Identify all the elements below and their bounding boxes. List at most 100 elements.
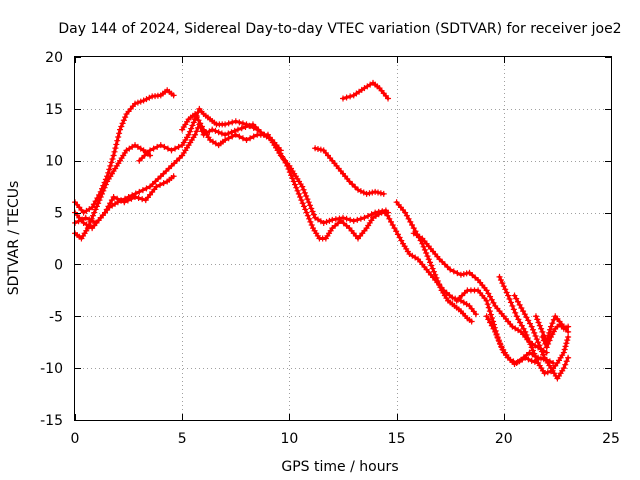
data-point [533,356,540,363]
data-point [118,123,125,130]
data-point [108,159,115,166]
data-point [125,194,132,201]
data-point [518,304,525,311]
data-point [247,135,254,142]
data-point [403,212,410,219]
chart-title: Day 144 of 2024, Sidereal Day-to-day VTE… [58,21,621,37]
data-point [384,212,391,219]
data-point [543,349,550,356]
data-point [423,250,430,257]
data-point [310,211,317,218]
data-point [323,218,330,225]
data-point [295,190,302,197]
data-point [288,172,295,179]
data-point [515,316,522,323]
data-point [329,216,336,223]
data-point [302,206,309,213]
data-point [305,199,312,206]
data-point [355,186,362,193]
data-point [243,136,250,143]
data-point [354,216,361,223]
data-point [309,208,316,215]
data-point [238,125,245,132]
data-point [114,137,121,144]
data-point [561,346,568,353]
y-tick-label: 0 [54,257,63,273]
data-point [299,200,306,207]
data-point [352,183,359,190]
data-point [209,126,216,133]
data-point [546,329,553,336]
data-point [170,173,177,180]
data-point [161,143,168,150]
data-point [483,287,490,294]
data-point [197,120,204,127]
data-point [212,127,219,134]
data-point [254,126,261,133]
data-point [222,136,229,143]
data-point [528,344,535,351]
data-point [365,213,372,220]
data-point [485,316,492,323]
data-point [247,123,254,130]
data-point [93,203,100,210]
data-point [526,338,533,345]
data-point [193,114,200,121]
series-track-15 [496,273,572,377]
data-point [300,203,307,210]
data-point [485,290,492,297]
data-point [192,111,199,118]
y-tick-label: -5 [49,309,63,325]
data-point [509,302,516,309]
data-point [533,336,540,343]
data-point [516,301,523,308]
data-point [96,197,103,204]
data-point [222,121,229,128]
data-point [386,215,393,222]
data-point [243,121,250,128]
data-point [129,192,136,199]
data-point [562,343,569,350]
data-point [172,145,179,152]
data-point [488,296,495,303]
data-point [303,192,310,199]
data-point [279,153,286,160]
data-point [154,143,161,150]
data-point [532,313,539,320]
data-point [192,131,199,138]
data-point [547,323,554,330]
data-point [538,348,545,355]
series-track-7 [275,147,392,242]
data-point [343,94,350,101]
data-point [314,145,321,152]
data-point [294,187,301,194]
data-point [537,355,544,362]
data-point [290,178,297,185]
data-point [306,202,313,209]
data-point [157,181,164,188]
data-point [114,195,121,202]
y-tick-label: 20 [45,50,63,66]
data-point [503,289,510,296]
data-point [111,148,118,155]
data-point [289,175,296,182]
data-point [524,335,531,342]
data-point [493,331,500,338]
data-point [317,146,324,153]
data-point [529,326,536,333]
data-point [420,243,427,250]
data-point [239,120,246,127]
data-point [546,337,553,344]
data-point [468,318,475,325]
data-point [306,215,313,222]
data-point [490,299,497,306]
data-point [89,204,96,211]
data-point [500,283,507,290]
data-point [225,120,232,127]
data-point [382,209,389,216]
data-point [350,217,357,224]
data-point [560,365,567,372]
data-point [429,265,436,272]
data-point [380,190,387,197]
data-point [432,271,439,278]
